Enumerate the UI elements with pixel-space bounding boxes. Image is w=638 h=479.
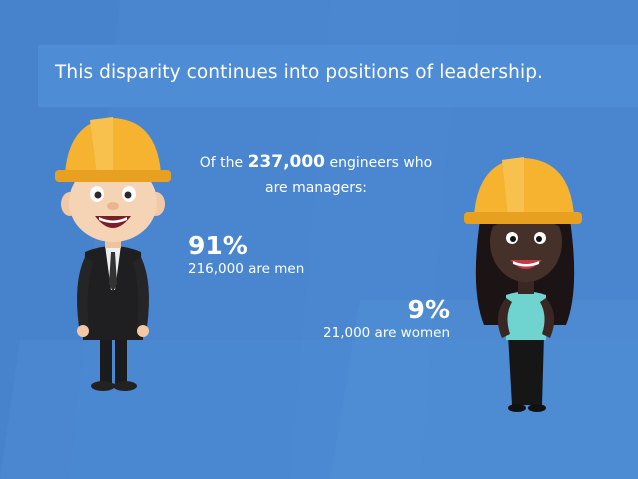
male-engineer-illustration (55, 117, 171, 391)
intro-suffix: engineers who (329, 155, 433, 171)
men-caption: 216,000 are men (188, 261, 305, 277)
title-band (38, 45, 638, 107)
men-stat: 91% 216,000 are men (188, 232, 304, 278)
intro-prefix: Of the (199, 155, 244, 171)
women-caption: 21,000 are women (323, 325, 450, 341)
female-engineer-illustration (464, 157, 582, 412)
intro-text: Of the 237,000 engineers who are manager… (170, 150, 462, 201)
page-title: This disparity continues into positions … (55, 62, 544, 83)
intro-line2: are managers: (264, 180, 368, 196)
women-percent: 9% (407, 295, 450, 324)
intro-number: 237,000 (247, 152, 326, 172)
women-stat: 9% 21,000 are women (300, 296, 450, 342)
men-percent: 91% (188, 231, 248, 260)
